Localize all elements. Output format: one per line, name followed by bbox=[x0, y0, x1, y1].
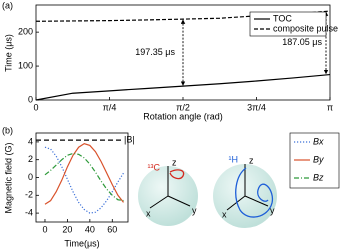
inset-axis: y bbox=[270, 205, 275, 215]
annotation-label: 187.05 μs bbox=[282, 37, 322, 47]
legend-box bbox=[249, 11, 327, 37]
x-tick-label: 0 bbox=[42, 224, 47, 234]
x-tick-label: 0 bbox=[33, 102, 38, 112]
inset-axis: x bbox=[146, 208, 151, 218]
series-line bbox=[44, 143, 124, 205]
annotation-label: 197.35 μs bbox=[135, 47, 175, 57]
y-tick-label: 2 bbox=[28, 154, 33, 164]
y-tick-label: -2 bbox=[25, 190, 33, 200]
inset-label: ¹H bbox=[229, 154, 239, 164]
legend-label: By bbox=[313, 154, 324, 164]
y-tick-label: 200 bbox=[18, 27, 33, 37]
series-line bbox=[44, 146, 125, 214]
x-tick-label: π bbox=[327, 102, 333, 112]
x-tick-label: 40 bbox=[85, 224, 95, 234]
y-tick-label: -4 bbox=[25, 207, 33, 217]
y-tick-label: 0 bbox=[28, 94, 33, 104]
series-line bbox=[35, 10, 331, 22]
reference-label: |B| bbox=[124, 134, 135, 144]
series-line bbox=[35, 73, 331, 101]
y-tick-label: 0 bbox=[28, 172, 33, 182]
legend-label: Bz bbox=[313, 172, 324, 182]
y-tick-label: 4 bbox=[28, 136, 33, 146]
panel-label: (b) bbox=[2, 125, 13, 135]
x-tick-label: 20 bbox=[62, 224, 72, 234]
inset-axis: y bbox=[192, 205, 197, 215]
x-tick-label: 3π/4 bbox=[247, 102, 266, 112]
panel-label: (a) bbox=[2, 0, 13, 10]
plot-frame bbox=[35, 132, 129, 223]
x-tick-label: π/4 bbox=[103, 102, 117, 112]
legend-label: Bx bbox=[313, 136, 324, 146]
legend-label: TOC bbox=[273, 13, 292, 23]
x-axis-title: Time(μs) bbox=[64, 238, 99, 248]
x-tick-label: 60 bbox=[107, 224, 117, 234]
inset-sphere bbox=[138, 164, 277, 228]
x-axis-title: Rotation angle (rad) bbox=[143, 111, 223, 121]
y-axis-title: Magnetic field (G) bbox=[3, 142, 13, 213]
y-tick-label: 100 bbox=[18, 60, 33, 70]
inset-axis: z bbox=[172, 157, 177, 167]
inset-axis: z bbox=[249, 155, 254, 165]
series-line bbox=[44, 152, 124, 202]
y-axis-title: Time (μs) bbox=[3, 34, 13, 72]
inset-axis: x bbox=[222, 209, 227, 219]
x-tick-label: π/2 bbox=[176, 102, 190, 112]
legend-label: composite pulse bbox=[273, 23, 338, 33]
inset-label: ¹³C bbox=[148, 162, 161, 172]
